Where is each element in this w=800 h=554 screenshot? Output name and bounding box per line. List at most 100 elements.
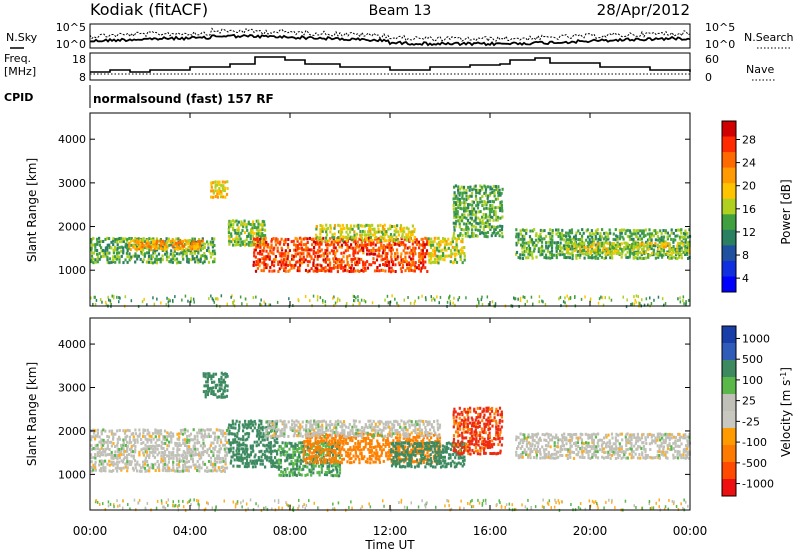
range-gate-cell — [642, 235, 645, 239]
range-gate-cell — [190, 451, 193, 455]
range-gate-cell — [107, 435, 111, 439]
range-gate-cell — [458, 433, 461, 437]
range-gate-cell — [118, 257, 121, 261]
range-gate-cell — [104, 246, 107, 250]
range-gate-cell — [477, 415, 480, 419]
range-gate-cell — [410, 252, 413, 256]
range-gate-cell — [631, 232, 634, 236]
range-gate-cell — [112, 243, 115, 247]
range-gate-cell — [683, 302, 685, 306]
range-gate-cell — [317, 455, 320, 458]
range-gate-cell — [479, 184, 482, 188]
range-gate-cell — [118, 451, 121, 454]
range-gate-cell — [414, 240, 417, 244]
range-gate-cell — [474, 449, 477, 453]
range-gate-cell — [364, 240, 367, 244]
range-gate-cell — [319, 232, 322, 236]
range-gate-cell — [412, 435, 415, 439]
range-gate-cell — [147, 241, 151, 245]
range-gate-cell — [172, 450, 175, 454]
range-gate-cell — [190, 454, 193, 458]
range-gate-cell — [242, 240, 245, 244]
range-gate-cell — [328, 448, 331, 452]
range-gate-cell — [409, 266, 412, 269]
range-gate-cell — [98, 252, 101, 255]
range-gate-cell — [356, 240, 359, 244]
range-gate-cell — [626, 298, 628, 302]
range-gate-cell — [441, 444, 444, 448]
range-gate-cell — [288, 260, 291, 264]
range-gate-cell — [290, 444, 293, 448]
range-gate-cell — [483, 191, 486, 195]
range-gate-cell — [192, 447, 195, 451]
range-gate-cell — [187, 249, 190, 253]
range-gate-cell — [387, 454, 390, 458]
range-gate-cell — [145, 450, 148, 454]
range-gate-cell — [90, 251, 94, 255]
range-gate-cell — [597, 242, 600, 246]
range-gate-cell — [660, 249, 663, 253]
range-gate-cell — [224, 180, 227, 184]
range-gate-cell — [243, 449, 246, 453]
range-gate-cell — [247, 420, 250, 424]
y-tick-label: 4000 — [58, 133, 86, 146]
range-gate-cell — [211, 297, 214, 301]
range-gate-cell — [593, 251, 596, 255]
range-gate-cell — [211, 252, 214, 256]
range-gate-cell — [223, 395, 227, 399]
range-gate-cell — [240, 447, 243, 451]
range-gate-cell — [290, 266, 293, 270]
range-gate-cell — [479, 197, 482, 201]
range-gate-cell — [136, 469, 139, 473]
range-gate-cell — [228, 441, 231, 445]
range-gate-cell — [355, 260, 359, 264]
range-gate-cell — [154, 257, 157, 261]
range-gate-cell — [214, 463, 217, 466]
range-gate-cell — [421, 453, 424, 457]
range-gate-cell — [313, 450, 316, 454]
range-gate-cell — [265, 458, 269, 462]
range-gate-cell — [424, 236, 427, 240]
range-gate-cell — [232, 426, 235, 430]
range-gate-cell — [172, 456, 175, 460]
range-gate-cell — [316, 263, 319, 267]
range-gate-cell — [491, 215, 494, 219]
range-gate-cell — [460, 228, 463, 231]
range-gate-cell — [540, 240, 544, 244]
range-gate-cell — [571, 247, 574, 251]
range-gate-cell — [364, 460, 367, 464]
range-gate-cell — [341, 239, 344, 243]
range-gate-cell — [229, 441, 232, 445]
range-gate-cell — [472, 451, 475, 455]
range-gate-cell — [619, 246, 622, 250]
range-gate-cell — [386, 258, 389, 262]
range-gate-cell — [379, 223, 382, 227]
range-gate-cell — [322, 439, 325, 443]
range-gate-cell — [369, 442, 372, 446]
range-gate-cell — [676, 248, 679, 252]
range-gate-cell — [132, 435, 135, 439]
range-gate-cell — [306, 465, 309, 469]
range-gate-cell — [166, 466, 169, 470]
range-gate-cell — [555, 249, 558, 253]
range-gate-cell — [302, 237, 306, 241]
range-gate-cell — [544, 303, 547, 306]
range-gate-cell — [463, 422, 466, 426]
range-gate-cell — [368, 457, 372, 461]
range-gate-cell — [615, 243, 618, 247]
range-gate-cell — [686, 235, 689, 239]
range-gate-cell — [334, 465, 337, 469]
range-gate-cell — [549, 237, 552, 241]
range-gate-cell — [310, 473, 313, 477]
range-gate-cell — [106, 446, 109, 450]
range-gate-cell — [397, 233, 401, 237]
range-gate-cell — [376, 269, 379, 273]
range-gate-cell — [394, 257, 397, 261]
range-gate-cell — [180, 241, 184, 245]
range-gate-cell — [92, 428, 95, 432]
range-gate-cell — [142, 465, 145, 469]
range-gate-cell — [202, 438, 205, 442]
range-gate-cell — [228, 239, 231, 243]
range-gate-cell — [550, 246, 554, 250]
range-gate-cell — [142, 248, 145, 252]
